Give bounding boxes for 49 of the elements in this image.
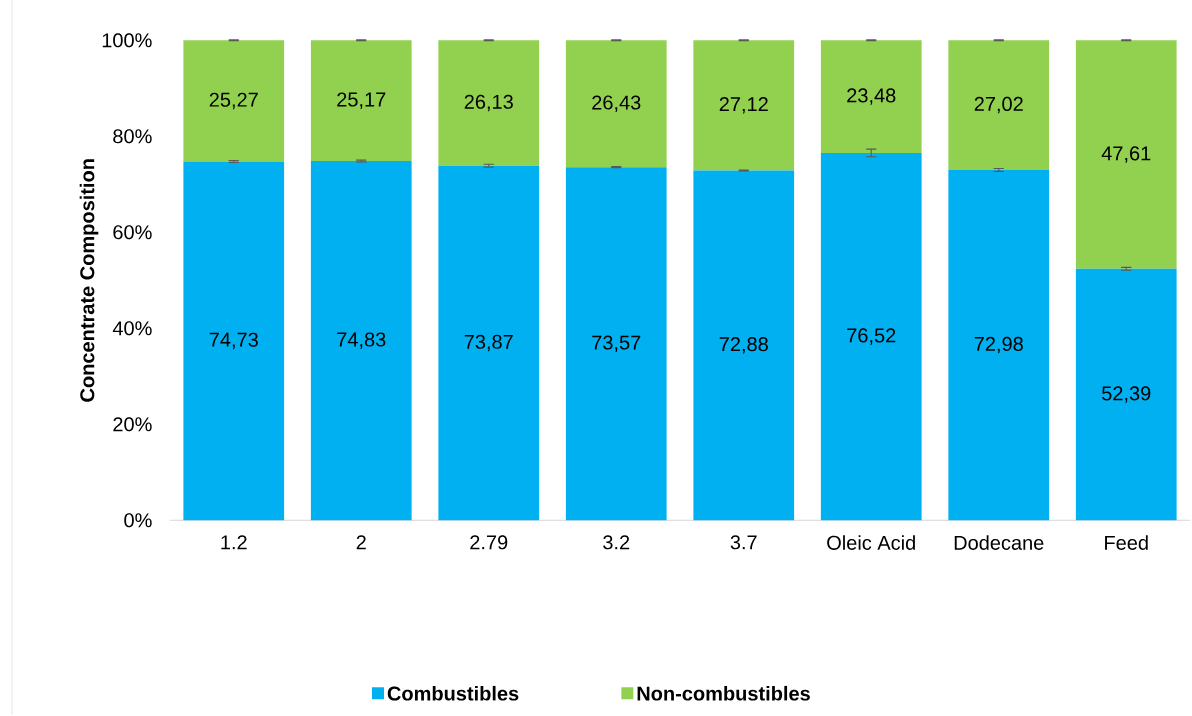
legend-label: Non-combustibles <box>637 686 810 701</box>
data-label: 23,48 <box>847 88 896 106</box>
bar <box>183 40 285 162</box>
x-tick-label: Dodecane <box>954 535 1044 551</box>
x-tick-label: 3.2 <box>603 535 630 550</box>
y-tick-label: 80% <box>113 129 152 144</box>
bar <box>438 165 540 521</box>
x-tick-label: 3.7 <box>730 535 757 550</box>
bar <box>820 153 922 521</box>
bar <box>310 161 412 521</box>
data-label: 72,88 <box>719 337 768 354</box>
y-tick-label: 0% <box>124 513 152 528</box>
x-tick-label: 2.79 <box>470 535 508 550</box>
y-tick-label: 20% <box>113 417 152 432</box>
bar <box>438 40 540 166</box>
bar <box>565 167 667 521</box>
bar <box>693 170 795 521</box>
data-label: 27,02 <box>974 97 1023 114</box>
x-tick-label: Feed <box>1105 535 1148 551</box>
y-axis-title: Concentrate Composition <box>79 159 99 402</box>
bar <box>565 40 667 168</box>
bar <box>1075 40 1177 270</box>
data-label: 25,27 <box>209 92 258 110</box>
bar <box>310 40 412 162</box>
x-tick-label: Oleic Acid <box>827 535 915 551</box>
data-label: 72,98 <box>974 337 1023 354</box>
data-label: 74,73 <box>209 332 258 350</box>
legend-label: Combustibles <box>387 686 519 701</box>
data-label: 26,43 <box>592 95 641 113</box>
data-label: 27,12 <box>719 97 768 114</box>
bar <box>948 40 1050 171</box>
data-label: 47,61 <box>1101 146 1151 164</box>
data-label: 73,57 <box>592 335 641 353</box>
y-tick-label: 60% <box>113 225 152 240</box>
y-tick-label: 100% <box>102 33 152 48</box>
y-tick-label: 40% <box>112 321 152 336</box>
bar <box>1075 269 1177 521</box>
data-label: 74,83 <box>337 332 386 350</box>
data-label: 26,13 <box>464 94 513 112</box>
bar <box>948 170 1050 521</box>
data-label: 73,87 <box>464 334 513 352</box>
data-label: 25,17 <box>337 92 386 110</box>
bar <box>693 40 795 171</box>
x-tick-label: 2 <box>356 535 366 550</box>
data-label: 76,52 <box>847 328 896 346</box>
data-label: 52,39 <box>1102 386 1151 404</box>
bar <box>183 161 285 521</box>
bar <box>820 40 922 154</box>
x-tick-label: 1.2 <box>221 535 247 550</box>
